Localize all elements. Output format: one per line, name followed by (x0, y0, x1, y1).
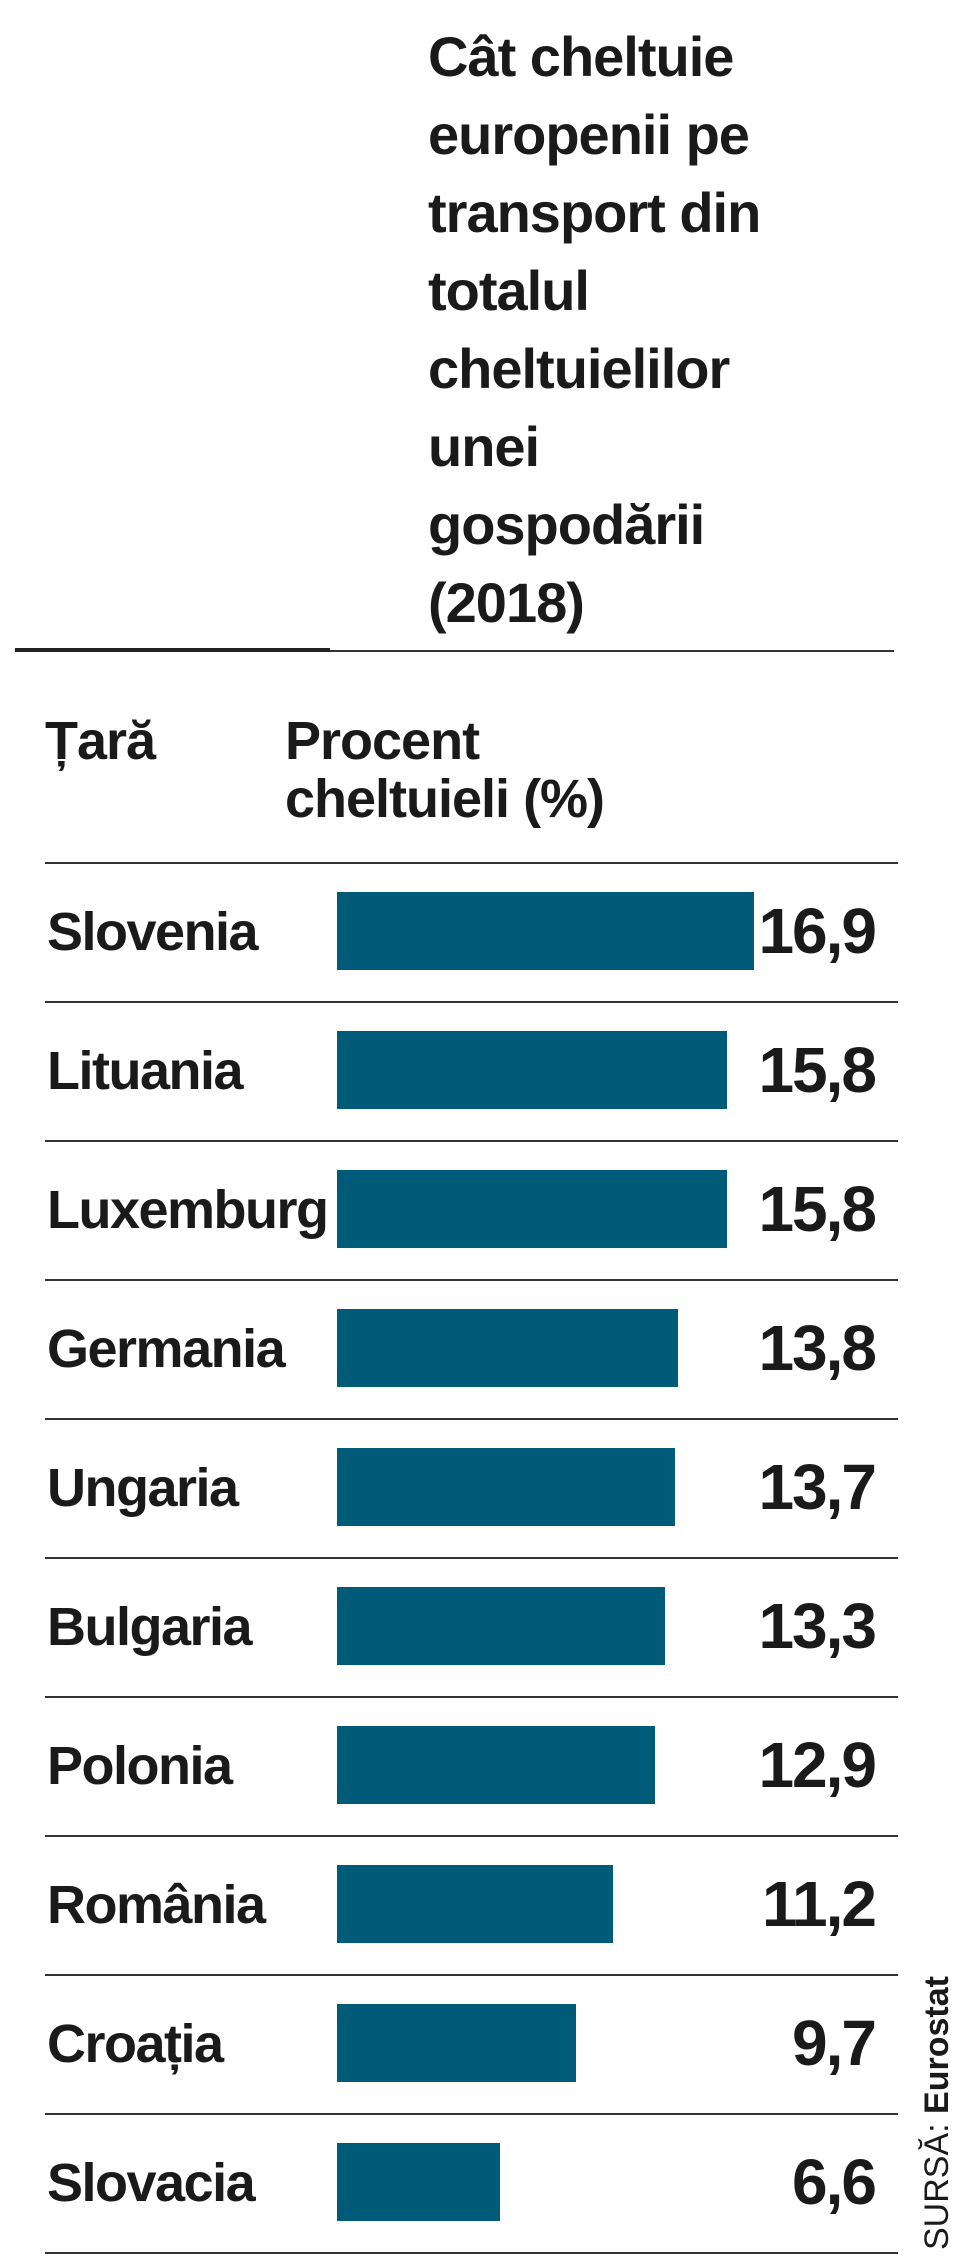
row-divider (45, 1140, 898, 1142)
row-divider (45, 1835, 898, 1837)
value-label: 13,7 (758, 1451, 877, 1523)
bar (337, 1448, 676, 1526)
chart-title: Cât cheltuie europenii pe transport din tot… (428, 18, 868, 642)
source-label: SURSĂ: (918, 2123, 956, 2250)
country-label: Luxemburg (47, 1180, 329, 1240)
bar (337, 1170, 727, 1248)
value-label: 13,8 (758, 1312, 877, 1384)
row-divider (45, 1974, 898, 1976)
row-divider (45, 1418, 898, 1420)
row-divider (45, 1696, 898, 1698)
country-label: Polonia (47, 1736, 233, 1796)
bar (337, 2004, 577, 2082)
row-divider (45, 862, 898, 864)
row-divider (45, 1279, 898, 1281)
title-divider-thick (15, 648, 330, 652)
value-label: 9,7 (792, 2007, 877, 2079)
value-label: 15,8 (758, 1034, 877, 1106)
value-label: 6,6 (792, 2146, 877, 2218)
source-note: SURSĂ: Eurostat (918, 1976, 956, 2250)
bar (337, 1309, 678, 1387)
column-header-percent-line-2: cheltuieli (%) (285, 769, 605, 829)
bar (337, 2143, 500, 2221)
value-label: 15,8 (758, 1173, 877, 1245)
country-label: Germania (47, 1319, 286, 1379)
chart-title-line: Cât cheltuie (428, 25, 734, 88)
chart-title-line: europenii pe (428, 103, 750, 166)
country-label: Slovenia (47, 902, 259, 962)
value-label: 13,3 (758, 1590, 877, 1662)
country-label: Slovacia (47, 2153, 256, 2213)
country-label: Bulgaria (47, 1597, 253, 1657)
row-divider (45, 2252, 898, 2254)
chart-title-line: totalul (428, 259, 590, 322)
country-label: Croația (47, 2014, 224, 2074)
bar (337, 1726, 656, 1804)
row-divider (45, 1001, 898, 1003)
chart-title-line: gospodării (428, 493, 705, 556)
column-header-percent-line-1: Procent (285, 711, 480, 771)
country-label: Ungaria (47, 1458, 239, 1518)
source-name: Eurostat (918, 1976, 956, 2114)
bar (337, 1865, 614, 1943)
country-label: Lituania (47, 1041, 244, 1101)
title-divider-thin (330, 650, 894, 652)
bar (337, 1587, 666, 1665)
value-label: 16,9 (758, 895, 877, 967)
column-header-country: Țară (45, 711, 156, 771)
bar (337, 892, 754, 970)
country-label: România (47, 1875, 266, 1935)
row-divider (45, 2113, 898, 2115)
chart-title-line: cheltuielilor (428, 337, 730, 400)
bar (337, 1031, 727, 1109)
chart-title-line: unei (428, 415, 540, 478)
chart-title-line: (2018) (428, 571, 585, 634)
value-label: 11,2 (761, 1868, 877, 1940)
column-header-percent: Procent cheltuieli (%) (285, 712, 685, 828)
chart-title-line: transport din (428, 181, 761, 244)
value-label: 12,9 (758, 1729, 877, 1801)
row-divider (45, 1557, 898, 1559)
